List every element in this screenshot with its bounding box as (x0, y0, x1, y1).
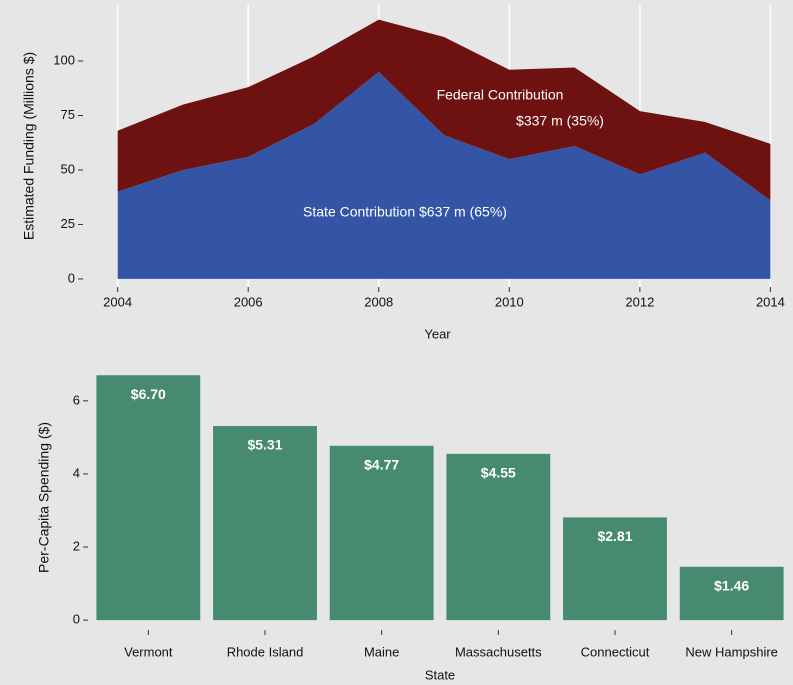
value-label: $6.70 (131, 386, 166, 402)
x-tick-label: Rhode Island (227, 644, 304, 659)
x-tick-label: Vermont (124, 644, 173, 659)
y-tick-label: 100 (53, 52, 75, 67)
value-label: $4.55 (481, 465, 516, 481)
value-label: $2.81 (597, 528, 632, 544)
x-tick-label: 2008 (364, 294, 393, 309)
annotation: Federal Contribution (437, 87, 564, 103)
x-tick-label: 2006 (234, 294, 263, 309)
x-tick-label: New Hampshire (685, 644, 777, 659)
bar (96, 375, 201, 621)
bar (329, 445, 434, 621)
x-tick-label: Maine (364, 644, 399, 659)
x-tick-label: 2014 (756, 294, 785, 309)
y-tick-label: 50 (61, 161, 75, 176)
y-tick-label: 0 (73, 612, 80, 627)
annotation: $337 m (35%) (516, 113, 604, 129)
x-axis-label: Year (424, 326, 451, 341)
y-tick-label: 25 (61, 216, 75, 231)
x-tick-label: Connecticut (581, 644, 650, 659)
x-tick-label: 2012 (625, 294, 654, 309)
annotation: State Contribution $637 m (65%) (303, 204, 507, 220)
y-tick-label: 6 (73, 392, 80, 407)
x-tick-label: Massachusetts (455, 644, 542, 659)
y-tick-label: 4 (73, 465, 80, 480)
y-tick-label: 75 (61, 107, 75, 122)
y-axis-label: Per-Capita Spending ($) (36, 422, 52, 573)
value-label: $1.46 (714, 577, 749, 593)
area (117, 71, 771, 279)
x-tick-label: 2010 (495, 294, 524, 309)
bar (563, 517, 667, 621)
y-axis-label: Estimated Funding (Millions $) (21, 52, 37, 240)
area (117, 19, 771, 201)
y-tick-label: 2 (73, 538, 80, 553)
value-label: $4.77 (364, 456, 399, 472)
value-label: $5.31 (247, 437, 282, 453)
x-axis-label: State (425, 667, 455, 682)
bar (446, 453, 551, 621)
y-tick-label: 0 (68, 270, 75, 285)
bar (213, 426, 317, 621)
bar (679, 566, 784, 621)
x-tick-label: 2004 (103, 294, 132, 309)
